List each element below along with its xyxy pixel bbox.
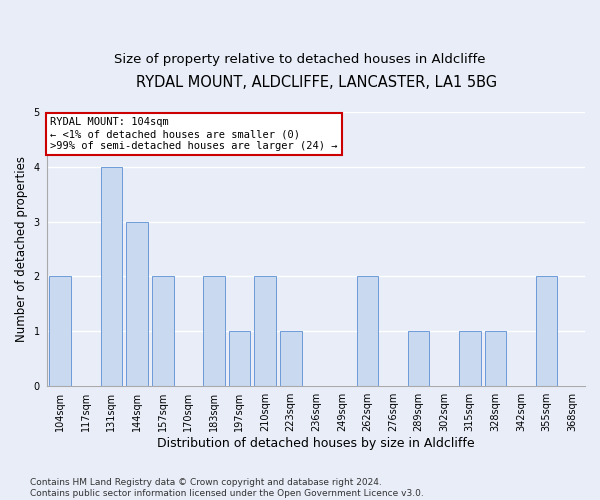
Bar: [126, 222, 148, 386]
Text: Size of property relative to detached houses in Aldcliffe: Size of property relative to detached ho…: [114, 52, 486, 66]
Bar: [49, 276, 71, 386]
Bar: [408, 331, 430, 386]
Bar: [101, 167, 122, 386]
Y-axis label: Number of detached properties: Number of detached properties: [15, 156, 28, 342]
Bar: [356, 276, 378, 386]
Bar: [254, 276, 276, 386]
Bar: [536, 276, 557, 386]
X-axis label: Distribution of detached houses by size in Aldcliffe: Distribution of detached houses by size …: [157, 437, 475, 450]
Bar: [229, 331, 250, 386]
Text: RYDAL MOUNT: 104sqm
← <1% of detached houses are smaller (0)
>99% of semi-detach: RYDAL MOUNT: 104sqm ← <1% of detached ho…: [50, 118, 338, 150]
Title: RYDAL MOUNT, ALDCLIFFE, LANCASTER, LA1 5BG: RYDAL MOUNT, ALDCLIFFE, LANCASTER, LA1 5…: [136, 75, 497, 90]
Bar: [203, 276, 225, 386]
Bar: [280, 331, 302, 386]
Bar: [152, 276, 173, 386]
Text: Contains HM Land Registry data © Crown copyright and database right 2024.
Contai: Contains HM Land Registry data © Crown c…: [30, 478, 424, 498]
Bar: [485, 331, 506, 386]
Bar: [459, 331, 481, 386]
